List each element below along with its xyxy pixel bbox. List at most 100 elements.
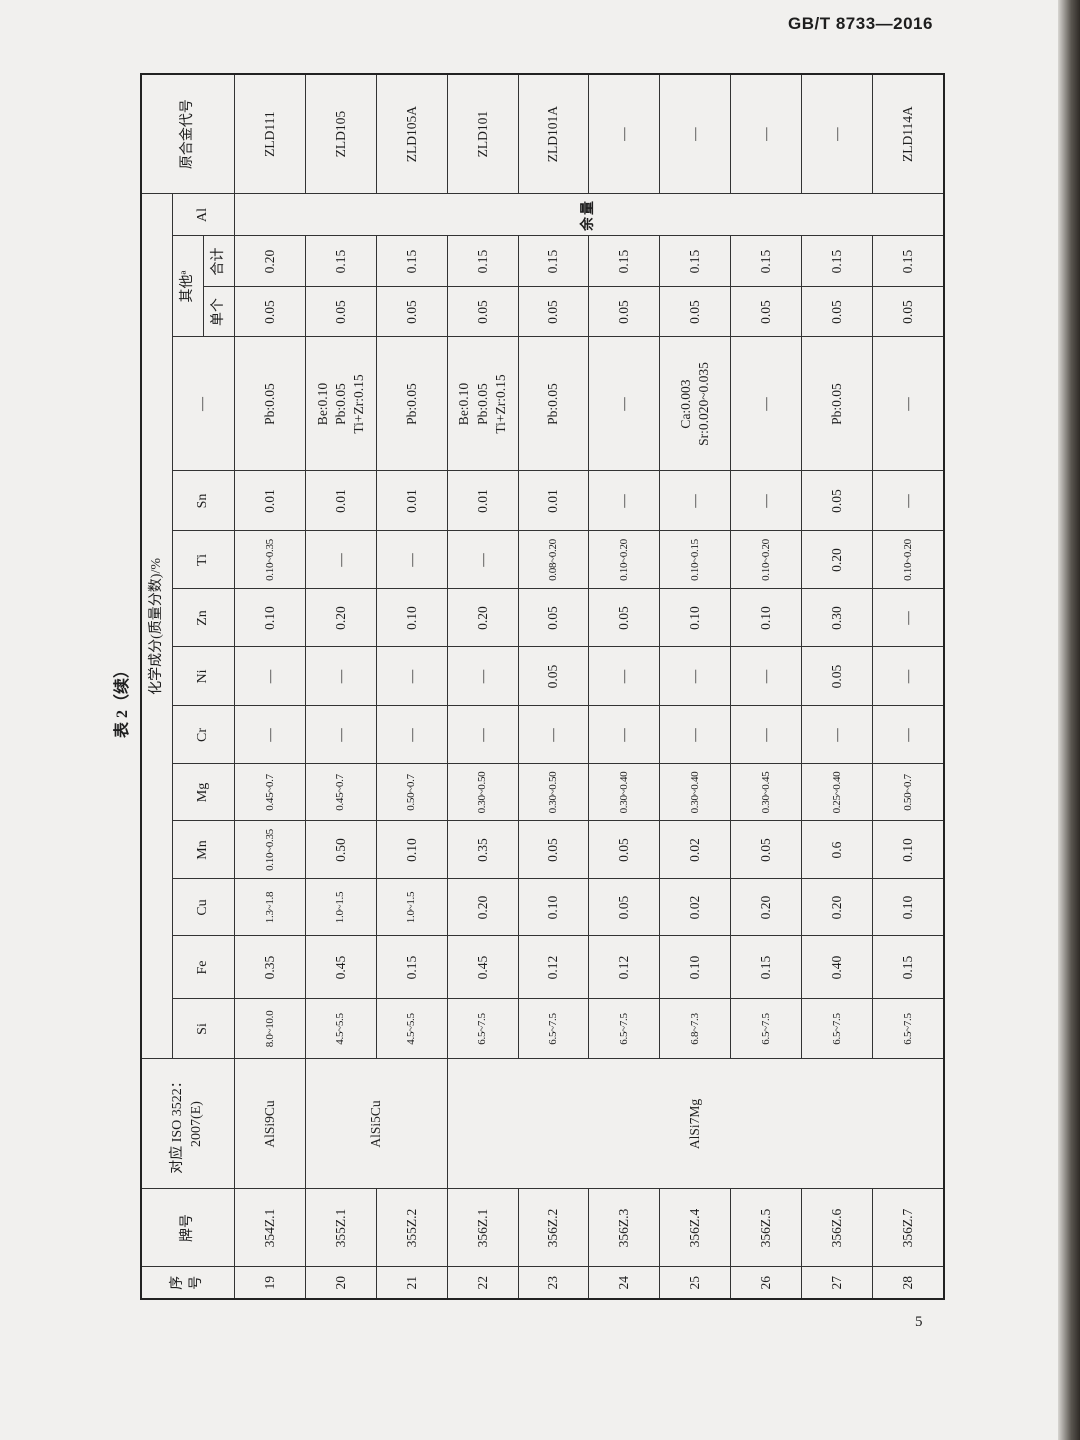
- element-cell-sn: 0.01: [305, 471, 377, 531]
- header-iso: 对应 ISO 3522：2007(E): [141, 1059, 235, 1189]
- seq-cell: 26: [730, 1267, 802, 1299]
- element-cell-ni: —: [376, 647, 448, 706]
- element-cell-si: 6.8~7.3: [659, 999, 731, 1059]
- element-cell-mg: 0.30~0.50: [518, 764, 589, 821]
- page-number: 5: [915, 1314, 923, 1330]
- element-cell-zn: 0.20: [305, 589, 377, 647]
- others-total-cell: 0.20: [234, 236, 306, 287]
- original-code-cell: ZLD101A: [518, 73, 589, 194]
- element-cell-mg: 0.30~0.45: [730, 764, 802, 821]
- element-cell-sn: —: [872, 471, 944, 531]
- element-cell-si: 8.0~10.0: [234, 999, 306, 1059]
- header-element-fe: Fe: [172, 936, 235, 999]
- element-cell-fe: 0.40: [801, 936, 873, 999]
- header-special: —: [172, 337, 235, 471]
- header-grade: 牌号: [141, 1189, 235, 1267]
- header-others: 其他ª: [172, 236, 204, 337]
- cell-line: —: [616, 397, 632, 411]
- element-cell-zn: 0.30: [801, 589, 873, 647]
- element-cell-cr: —: [447, 706, 519, 764]
- special-cell: —: [730, 337, 802, 471]
- header-seq: 序号: [141, 1267, 235, 1299]
- cell-line: Pb:0.05: [474, 383, 490, 425]
- seq-cell: 28: [872, 1267, 944, 1299]
- element-cell-mn: 0.10: [376, 821, 448, 879]
- element-cell-ni: —: [588, 647, 660, 706]
- table-row: 20 355Z.1 AlSi5Cu 4.5~5.5 0.45 1.0~1.5 0.50 0.4…: [305, 73, 448, 1299]
- seq-cell: 24: [588, 1267, 660, 1299]
- others-single-cell: 0.05: [234, 287, 306, 337]
- element-cell-ni: —: [872, 647, 944, 706]
- table-caption: 表 2（续）: [114, 661, 131, 739]
- seq-cell: 20: [305, 1267, 377, 1299]
- header-element-ti: Ti: [172, 531, 235, 589]
- element-cell-cu: 0.20: [730, 879, 802, 936]
- element-cell-ni: —: [447, 647, 519, 706]
- original-code-cell: —: [659, 73, 731, 194]
- cell-line: Pb:0.05: [545, 383, 561, 425]
- element-cell-cu: 0.20: [801, 879, 873, 936]
- element-cell-cu: 0.05: [588, 879, 660, 936]
- iso-cell: AlSi5Cu: [305, 1059, 448, 1189]
- element-cell-cu: 0.02: [659, 879, 731, 936]
- standard-number: GB/T 8733—2016: [788, 14, 933, 33]
- table-row: 22 356Z.1 AlSi7Mg 6.5~7.5 0.45 0.20 0.35 0.30~0…: [447, 73, 944, 1299]
- header-element-si: Si: [172, 999, 235, 1059]
- element-cell-cr: —: [234, 706, 306, 764]
- element-cell-cu: 0.10: [872, 879, 944, 936]
- composition-table: 序号 牌号 对应 ISO 3522：2007(E) 化学成分(质量分数)/% 原…: [140, 72, 945, 1300]
- element-cell-fe: 0.35: [234, 936, 306, 999]
- element-cell-cr: —: [588, 706, 660, 764]
- others-total-cell: 0.15: [376, 236, 448, 287]
- element-cell-mn: 0.6: [801, 821, 873, 879]
- element-cell-cr: —: [730, 706, 802, 764]
- header-others-single: 单个: [203, 287, 235, 337]
- original-code-cell: ZLD105A: [376, 73, 448, 194]
- grade-cell: 356Z.6: [801, 1189, 873, 1267]
- header-al: Al: [172, 193, 235, 236]
- cell-line: Sr:0.020~0.035: [696, 362, 712, 446]
- seq-cell: 23: [518, 1267, 589, 1299]
- others-total-cell: 0.15: [588, 236, 660, 287]
- element-cell-mg: 0.25~0.40: [801, 764, 873, 821]
- element-cell-mn: 0.02: [659, 821, 731, 879]
- cell-line: Be:0.10: [314, 382, 330, 426]
- element-cell-sn: 0.01: [376, 471, 448, 531]
- header-element-cu: Cu: [172, 879, 235, 936]
- grade-cell: 356Z.1: [447, 1189, 519, 1267]
- element-cell-mn: 0.05: [588, 821, 660, 879]
- element-cell-sn: 0.01: [518, 471, 589, 531]
- element-cell-si: 6.5~7.5: [872, 999, 944, 1059]
- iso-cell: AlSi7Mg: [447, 1059, 944, 1189]
- element-cell-mn: 0.50: [305, 821, 377, 879]
- element-cell-zn: 0.10: [659, 589, 731, 647]
- special-cell: Pb:0.05: [234, 337, 306, 471]
- element-cell-ni: 0.05: [518, 647, 589, 706]
- cell-line: Pb:0.05: [403, 383, 419, 425]
- element-cell-ti: —: [376, 531, 448, 589]
- element-cell-ni: —: [659, 647, 731, 706]
- seq-cell: 21: [376, 1267, 448, 1299]
- element-cell-ti: 0.10~0.20: [730, 531, 802, 589]
- cell-line: Pb:0.05: [261, 383, 277, 425]
- seq-cell: 19: [234, 1267, 306, 1299]
- element-cell-mn: 0.05: [730, 821, 802, 879]
- element-cell-cr: —: [305, 706, 377, 764]
- element-cell-ti: 0.08~0.20: [518, 531, 589, 589]
- element-cell-mn: 0.05: [518, 821, 589, 879]
- element-cell-fe: 0.15: [730, 936, 802, 999]
- element-cell-sn: 0.01: [234, 471, 306, 531]
- element-cell-mg: 0.50~0.7: [872, 764, 944, 821]
- element-cell-cu: 0.20: [447, 879, 519, 936]
- element-cell-zn: 0.05: [588, 589, 660, 647]
- grade-cell: 356Z.2: [518, 1189, 589, 1267]
- element-cell-mg: 0.30~0.40: [659, 764, 731, 821]
- element-cell-ti: 0.20: [801, 531, 873, 589]
- element-cell-si: 6.5~7.5: [518, 999, 589, 1059]
- header-others-total: 合计: [203, 236, 235, 287]
- element-cell-si: 4.5~5.5: [376, 999, 448, 1059]
- header-composition: 化学成分(质量分数)/%: [141, 193, 173, 1059]
- rotated-table-container: 序号 牌号 对应 ISO 3522：2007(E) 化学成分(质量分数)/% 原…: [140, 72, 945, 1300]
- header-element-zn: Zn: [172, 589, 235, 647]
- element-cell-ni: 0.05: [801, 647, 873, 706]
